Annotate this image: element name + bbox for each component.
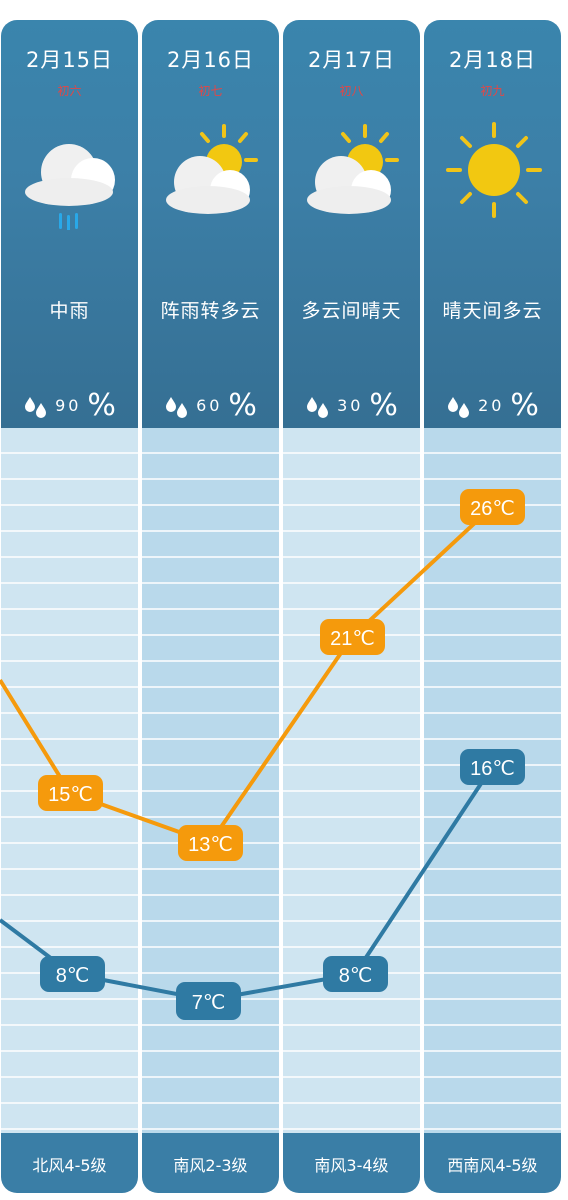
weather-condition: 中雨 [49,300,90,322]
partly-cloudy-icon [166,124,258,214]
rain-percent-value: 90 [55,396,82,415]
sun-icon [446,122,542,218]
wind-cell-1: 北风4-5级 [1,1133,138,1193]
lunar-date: 初六 [57,84,82,98]
rain-percent-value: 60 [196,396,223,415]
rain-percent-value: 20 [478,396,505,415]
day-column-4[interactable]: 2月18日 初九 晴天间多云 20% [424,20,561,428]
chart-column-2 [142,428,279,1133]
wind-cell-4: 西南风4-5级 [424,1133,561,1193]
weather-condition: 多云间晴天 [301,300,402,322]
raindrop-icon [25,396,47,418]
date-label: 2月15日 [25,48,114,72]
percent-symbol: % [228,388,257,423]
chart-column-4 [424,428,561,1133]
day-column-1[interactable]: 2月15日 初六 中雨 90% [1,20,138,428]
wind-cell-3: 南风3-4级 [283,1133,420,1193]
rain-chance: 20% [424,388,561,423]
chart-column-1 [1,428,138,1133]
day-column-3[interactable]: 2月17日 初八 多云间晴天 30% [283,20,420,428]
date-label: 2月17日 [307,48,396,72]
percent-symbol: % [87,388,116,423]
wind-label: 西南风4-5级 [447,1156,538,1175]
raindrop-icon [166,396,188,418]
lunar-date: 初八 [339,84,364,98]
lunar-date: 初七 [198,84,223,98]
raindrop-icon [307,396,329,418]
lunar-date: 初九 [480,84,505,98]
day-column-2[interactable]: 2月16日 初七 阵雨转多云 60% [142,20,279,428]
wind-label: 南风3-4级 [314,1156,389,1175]
weather-condition: 晴天间多云 [442,300,543,322]
rain-percent-value: 30 [337,396,364,415]
rain-chance: 60% [142,388,279,423]
weather-condition: 阵雨转多云 [160,300,261,322]
rain-chance: 30% [283,388,420,423]
cloud-rain-icon [25,144,115,230]
raindrop-icon [448,396,470,418]
wind-label: 北风4-5级 [32,1156,107,1175]
date-label: 2月18日 [448,48,537,72]
wind-cell-2: 南风2-3级 [142,1133,279,1193]
partly-cloudy-icon [307,124,399,214]
chart-column-3 [283,428,420,1133]
percent-symbol: % [510,388,539,423]
percent-symbol: % [369,388,398,423]
rain-chance: 90% [1,388,138,423]
date-label: 2月16日 [166,48,255,72]
wind-label: 南风2-3级 [173,1156,248,1175]
